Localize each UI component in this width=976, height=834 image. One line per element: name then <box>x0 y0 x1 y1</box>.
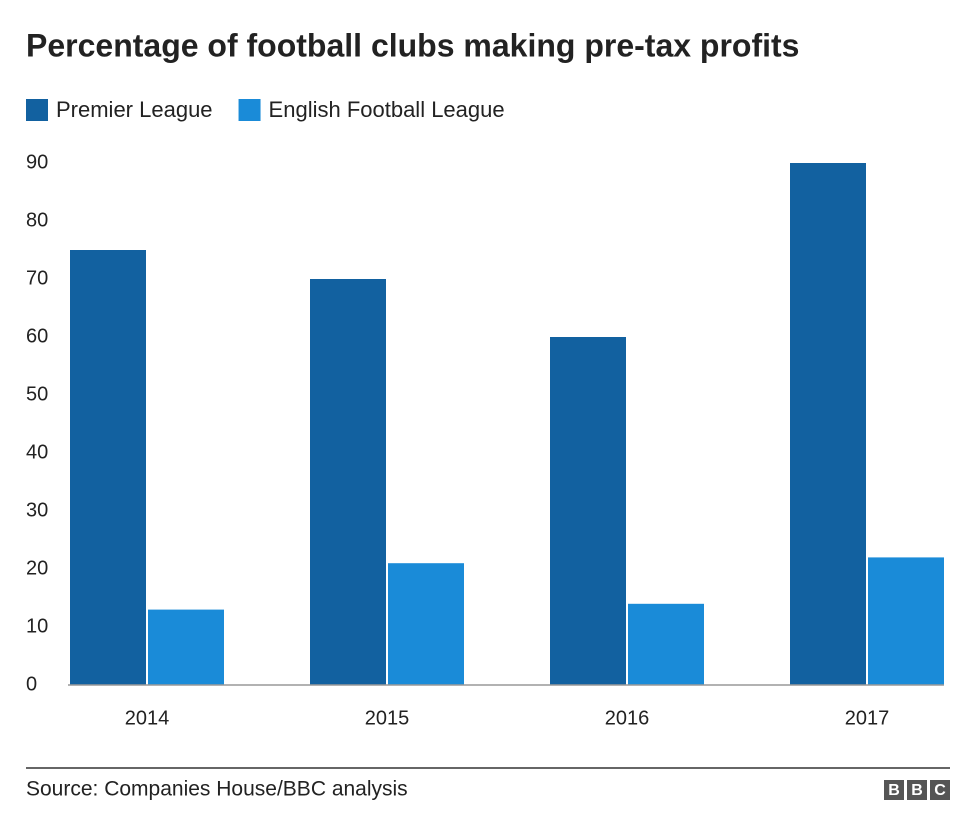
x-tick-label: 2014 <box>125 707 170 729</box>
y-tick-label: 0 <box>26 673 37 695</box>
x-tick-label: 2016 <box>605 707 650 729</box>
logo-box <box>930 780 950 800</box>
bar <box>790 163 866 685</box>
y-tick-label: 20 <box>26 557 48 579</box>
y-tick-label: 50 <box>26 383 48 405</box>
y-tick-label: 30 <box>26 499 48 521</box>
y-tick-label: 90 <box>26 151 48 173</box>
bar <box>388 563 464 685</box>
legend-label: English Football League <box>269 97 505 122</box>
bar <box>310 279 386 685</box>
logo-box <box>907 780 927 800</box>
bar <box>148 609 224 685</box>
bar <box>550 337 626 685</box>
x-tick-label: 2015 <box>365 707 410 729</box>
x-tick-label: 2017 <box>845 707 890 729</box>
bar <box>868 557 944 685</box>
y-tick-label: 70 <box>26 267 48 289</box>
bar <box>628 603 704 685</box>
y-tick-label: 10 <box>26 615 48 637</box>
y-tick-label: 40 <box>26 441 48 463</box>
bar <box>70 250 146 685</box>
logo-letter: B <box>911 782 923 799</box>
source: Source: Companies House/BBC analysis <box>26 778 408 801</box>
y-tick-label: 80 <box>26 209 48 231</box>
logo-box <box>884 780 904 800</box>
legend-swatch <box>238 99 261 121</box>
legend-swatch <box>26 99 48 121</box>
legend-label: Premier League <box>56 97 213 122</box>
logo-letter: B <box>888 782 900 799</box>
chart-title: Percentage of football clubs making pre-… <box>26 27 799 63</box>
logo-letter: C <box>934 782 946 799</box>
y-tick-label: 60 <box>26 325 48 347</box>
